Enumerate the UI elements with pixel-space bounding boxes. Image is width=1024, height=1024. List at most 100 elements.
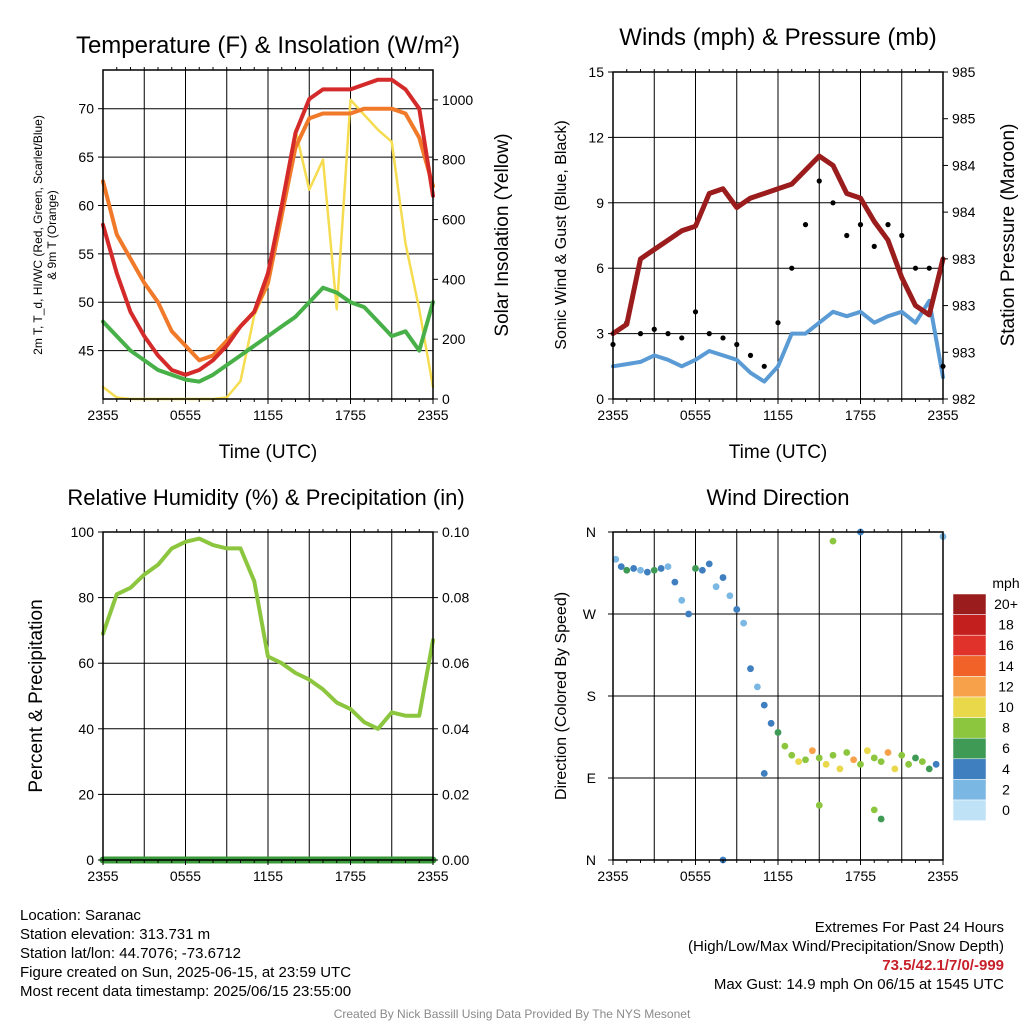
y-right-tick-label: 400 [442, 271, 466, 287]
direction-point [795, 758, 803, 765]
gust-point [789, 265, 795, 271]
direction-point [726, 592, 734, 600]
y-tick-label: N [586, 852, 596, 868]
direction-point [760, 701, 768, 709]
y-right-tick-label: 800 [442, 152, 466, 168]
direction-point [870, 754, 878, 762]
direction-point [877, 758, 885, 765]
y-right-tick-label: 983 [952, 298, 976, 314]
direction-point [863, 747, 871, 755]
x-tick-label: 0555 [680, 868, 711, 884]
series-wind [611, 298, 945, 384]
direction-point [657, 565, 665, 572]
x-tick-label: 1755 [335, 407, 366, 423]
gust-point [651, 326, 657, 332]
speed-legend: mph 20+ 18 16 14 12 10 8 6 4 2 0 [952, 575, 1020, 821]
x-tick-label: 2355 [597, 407, 628, 423]
direction-point [932, 760, 940, 768]
legend-swatch [952, 655, 987, 677]
direction-point [630, 565, 638, 572]
direction-point [802, 756, 809, 764]
gust-point [830, 200, 836, 206]
y-tick-label: 40 [78, 721, 94, 737]
y-axis-right-label: Solar Insolation (Yellow) [492, 133, 513, 336]
extremes-title: Extremes For Past 24 Hours [814, 919, 1004, 936]
x-axis-label: Time (UTC) [219, 442, 318, 463]
legend-label: 16 [998, 637, 1014, 653]
legend-label: 2 [1002, 781, 1010, 797]
y-tick-label: 70 [78, 101, 94, 117]
y-right-tick-label: 983 [952, 344, 976, 360]
x-tick-label: 1755 [845, 868, 876, 884]
legend-swatch [952, 634, 987, 657]
direction-point [829, 537, 837, 545]
gust-point [747, 352, 754, 358]
extremes-values: 73.5/42.1/7/0/-999 [882, 957, 1004, 974]
x-tick-label: 2355 [87, 868, 118, 884]
y-tick-label: 0 [86, 852, 94, 868]
chart-title: Relative Humidity (%) & Precipitation (i… [67, 485, 464, 510]
direction-point [678, 596, 686, 604]
y-right-tick-label: 0.10 [442, 524, 469, 540]
series-dewpoint [101, 285, 435, 384]
y-right-tick-label: 983 [952, 251, 976, 267]
y-right-tick-label: 982 [952, 391, 976, 407]
direction-point [740, 619, 748, 627]
gust-point [912, 265, 919, 271]
legend-label: 6 [1002, 740, 1010, 756]
direction-point [623, 566, 631, 574]
gust-point [802, 222, 809, 228]
y-axis-label: Direction (Colored By Speed) [553, 592, 570, 800]
gust-point [844, 232, 850, 239]
direction-point [664, 563, 672, 571]
legend-swatch [952, 696, 987, 718]
y-axis-label: Sonic Wind & Gust (Blue, Black) [553, 120, 570, 349]
latlon-label: Station lat/lon: 44.7076; -73.6712 [20, 945, 242, 962]
direction-point [774, 729, 782, 736]
y-tick-label: E [587, 770, 596, 786]
y-right-tick-label: 200 [442, 331, 466, 347]
y-axis-label-line1: 2m T, T_d, HI/WC (Red, Green, Scarlet/Bl… [31, 115, 45, 355]
x-tick-label: 2355 [597, 868, 628, 884]
recent-label: Most recent data timestamp: 2025/06/15 2… [20, 983, 352, 1000]
y-tick-label: 12 [588, 129, 604, 145]
gust-point [857, 222, 864, 228]
direction-point [912, 754, 919, 762]
y-tick-label: W [583, 606, 597, 622]
direction-point [829, 751, 837, 759]
chart-title: Wind Direction [706, 485, 849, 510]
direction-point [712, 583, 720, 591]
y-tick-label: 55 [78, 246, 94, 262]
y-tick-label: 50 [78, 294, 94, 310]
gust-point [665, 331, 671, 337]
y-right-tick-label: 984 [952, 204, 976, 220]
gust-point [775, 320, 781, 326]
y-right-tick-label: 0.02 [442, 786, 469, 802]
direction-point [925, 765, 933, 773]
chart-title: Winds (mph) & Pressure (mb) [619, 24, 936, 51]
gust-point [706, 331, 712, 337]
legend-swatch [952, 593, 987, 615]
station-info: Location: Saranac Station elevation: 313… [20, 906, 351, 1001]
direction-point [650, 566, 658, 574]
direction-point [637, 566, 644, 574]
direction-point [760, 770, 768, 777]
y-tick-label: 65 [78, 149, 94, 165]
gust-point [692, 309, 699, 315]
direction-point [767, 719, 775, 727]
legend-swatch [952, 799, 987, 821]
direction-point [753, 683, 761, 691]
direction-point [698, 566, 706, 574]
gust-point [720, 335, 726, 341]
x-tick-label: 0555 [680, 407, 711, 423]
gust-point [926, 265, 932, 271]
legend-label: 12 [998, 678, 1014, 694]
gust-point [816, 178, 822, 184]
direction-point [685, 610, 693, 618]
legend-swatch [952, 779, 987, 801]
direction-point [850, 756, 858, 764]
direction-point [671, 578, 679, 586]
y-right-tick-label: 0.00 [442, 852, 469, 868]
gust-point [637, 331, 644, 337]
